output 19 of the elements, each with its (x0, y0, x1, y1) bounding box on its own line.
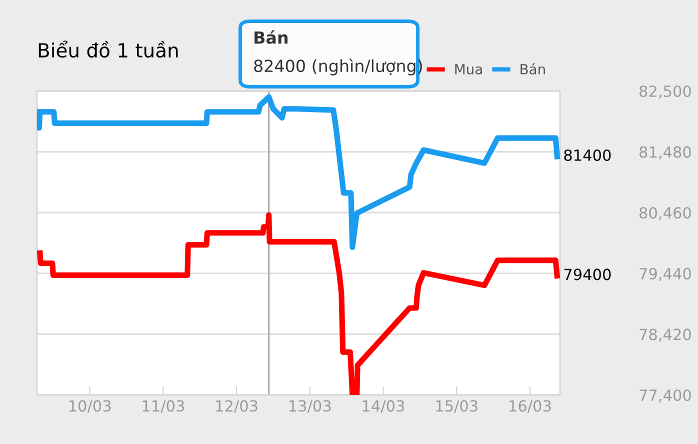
x-tick-label: 10/03 (69, 400, 111, 413)
x-tick-label: 15/03 (436, 400, 478, 413)
x-tick-label: 13/03 (290, 400, 331, 413)
text: Bán (254, 30, 288, 44)
annotation: 81400 (564, 149, 611, 161)
legend-label: Mua (455, 64, 482, 74)
chart-title: Biểu đồ 1 tuần (38, 40, 178, 58)
y-tick-label: 78,420 (640, 328, 691, 342)
x-tick-label: 16/03 (510, 400, 551, 413)
y-tick-label: 80,460 (640, 207, 691, 220)
y-tick-label: 82,500 (640, 85, 691, 99)
y-tick-label: 79,440 (640, 268, 691, 281)
y-tick-label: 81,480 (640, 146, 691, 160)
legend-label: Bán (520, 63, 545, 74)
annotation: 79400 (564, 268, 611, 280)
x-tick-label: 11/03 (142, 400, 184, 413)
y-tick-label: 77,400 (640, 389, 691, 403)
x-tick-label: 14/03 (362, 400, 404, 413)
x-tick-label: 12/03 (216, 400, 258, 413)
